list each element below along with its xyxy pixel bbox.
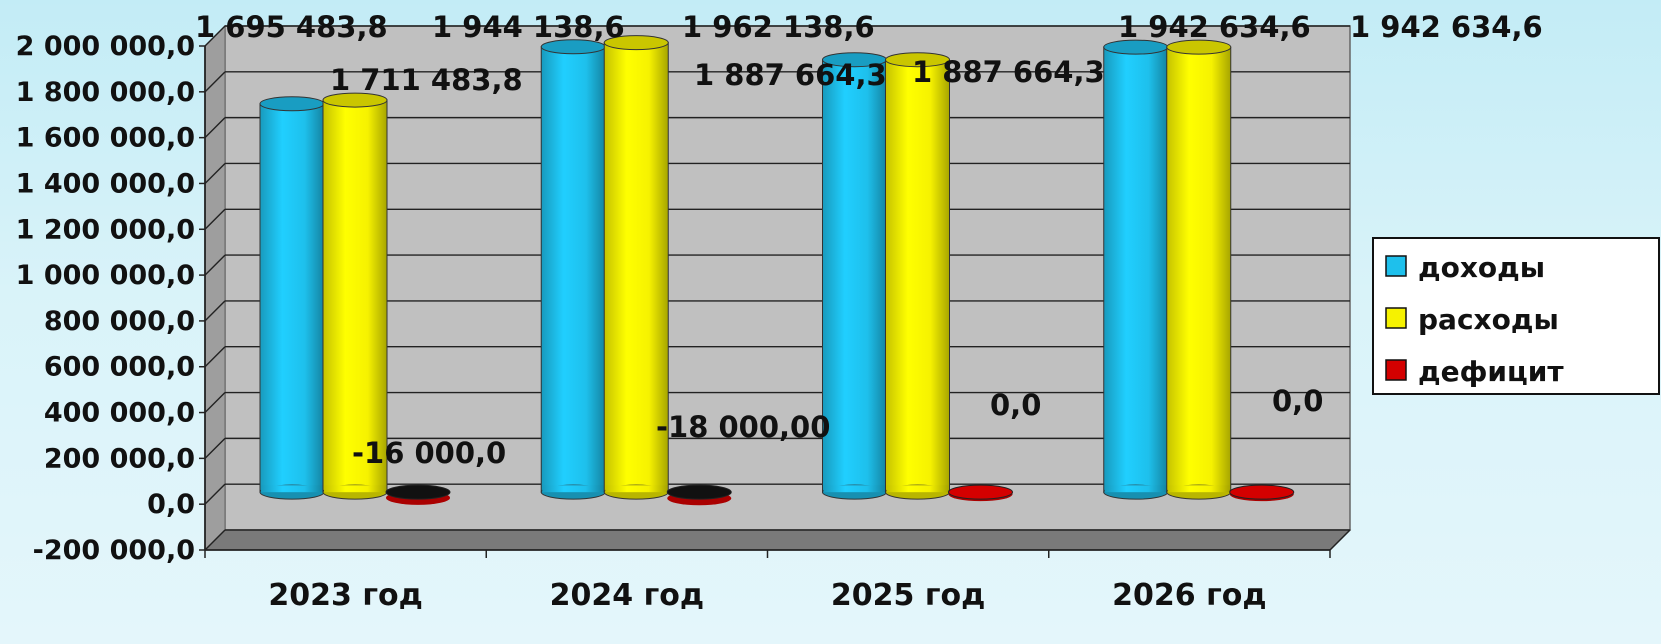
bar-cap [885,52,950,68]
bar-дефицит [385,484,451,505]
legend-swatch [1385,255,1407,277]
data-label: -16 000,0 [352,436,506,470]
floor [203,529,1352,551]
bar-доходы [259,96,325,500]
deficit-top [385,484,451,500]
gridline-side [204,483,226,505]
y-tick-label: 800 000,0 [44,306,195,337]
bar-cap [259,96,325,112]
gridline-side [204,208,226,230]
side-wall [204,24,226,552]
gridline-side [204,392,226,414]
deficit-top [666,484,732,500]
bar-body [259,103,325,493]
legend-swatch [1385,307,1407,329]
y-tick-label: 400 000,0 [44,398,195,429]
bar-body [1166,46,1232,493]
y-tick-label: 600 000,0 [44,352,195,383]
legend-box [1372,237,1660,395]
y-tick-label: 2 000 000,0 [16,31,195,62]
bar-base-fill [1167,485,1230,493]
y-tick-label: 1 400 000,0 [16,168,195,199]
bar-body [885,59,950,493]
y-tick-label: 1 600 000,0 [16,123,195,154]
category-label: 2023 год [268,578,422,613]
data-label: 0,0 [1272,384,1323,418]
data-label: 1 887 664,3 [912,55,1105,89]
bar-расходы [885,52,950,500]
y-tick-label: -200 000,0 [33,535,195,566]
legend-label: расходы [1418,303,1559,336]
legend: доходы расходы дефицит [1372,237,1660,395]
bar-body [540,46,606,493]
y-tick-label: 1 000 000,0 [16,260,195,291]
bar-дефицит [666,484,732,506]
bar-cap [1166,39,1232,55]
y-tick-label: 1 800 000,0 [16,77,195,108]
bar-доходы [540,39,606,500]
gridline-side [204,71,226,93]
bar-body [822,59,887,493]
gridline-side [204,346,226,368]
legend-label: доходы [1418,251,1545,284]
legend-swatch [1385,359,1407,381]
gridline-side [204,25,226,47]
data-labels: 1 695 483,8 1 944 138,6 1 887 664,3 1 942 6… [195,10,1543,470]
gridline-side [204,529,226,551]
data-label: 1 942 634,6 [1118,10,1311,44]
data-label: 1 711 483,8 [330,63,523,97]
bar-base-fill [823,485,886,493]
deficit-top [948,484,1013,500]
data-label: 1 695 483,8 [195,10,388,44]
bar-base-fill [542,485,605,493]
data-label: 1 944 138,6 [432,10,625,44]
bar-base-fill [605,485,668,493]
bar-доходы [1103,39,1169,500]
bar-cap [322,92,388,108]
bar-body [1103,46,1169,493]
gridline-side [204,117,226,139]
bar-base-fill [261,485,323,493]
floor-edge [1329,529,1351,551]
bar-расходы [322,92,388,500]
bar-дефицит [1229,484,1295,502]
category-label: 2024 год [550,578,704,613]
bar-body [603,42,669,493]
y-tick-label: 1 200 000,0 [16,214,195,245]
bar-base-fill [886,485,949,493]
legend-label: дефицит [1418,355,1564,388]
bar-body [322,99,388,493]
bar-доходы [822,52,887,500]
category-label: 2025 год [831,578,985,613]
bar-cap [603,35,669,51]
gridline-side [204,300,226,322]
data-label: 1 962 138,6 [682,10,875,44]
data-label: 1 887 664,3 [694,58,887,92]
bar-расходы [1166,39,1232,500]
category-label: 2026 год [1112,578,1266,613]
y-tick-label: 200 000,0 [44,443,195,474]
data-label: 0,0 [990,388,1041,422]
bar-base-fill [1104,485,1167,493]
gridline-side [204,437,226,459]
y-axis-ticks: -200 000,0 0,0 200 000,0 400 000,0 600 000,0… [16,31,195,566]
gridline-side [204,162,226,184]
data-label: 1 942 634,6 [1350,10,1543,44]
bars [259,35,1295,506]
y-tick-label: 0,0 [147,489,195,520]
bar-base-fill [324,485,386,493]
deficit-top [1229,484,1295,500]
bar-дефицит [948,484,1013,502]
data-label: -18 000,00 [656,410,830,444]
bar-расходы [603,35,669,500]
x-axis-categories: 2023 год 2024 год 2025 год 2026 год [204,550,1331,613]
gridline-side [204,254,226,276]
